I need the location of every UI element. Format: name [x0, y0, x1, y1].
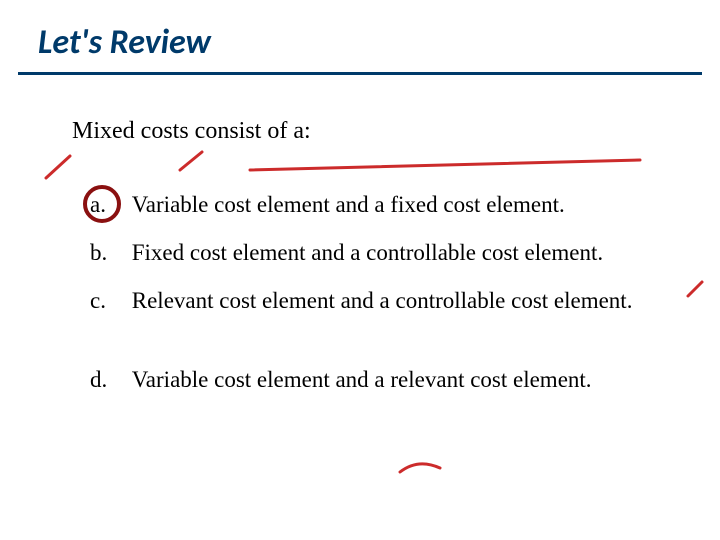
option-c-text: Relevant cost element and a controllable… [132, 286, 672, 316]
slide: Let's Review Mixed costs consist of a: a… [0, 0, 720, 540]
question-text: Mixed costs consist of a: [72, 118, 311, 145]
option-a-text: Variable cost element and a fixed cost e… [132, 190, 672, 220]
slide-title: Let's Review [38, 22, 211, 63]
pen-marks-icon [0, 0, 720, 540]
option-d-letter: d. [90, 365, 126, 395]
option-d: d. Variable cost element and a relevant … [90, 365, 672, 395]
option-c: c. Relevant cost element and a controlla… [90, 286, 672, 316]
title-underline [18, 72, 702, 75]
option-c-letter: c. [90, 286, 126, 316]
answer-circle-icon [83, 185, 121, 223]
option-b-letter: b. [90, 238, 126, 268]
option-b-text: Fixed cost element and a controllable co… [132, 238, 672, 268]
option-a: a. Variable cost element and a fixed cos… [90, 190, 672, 220]
option-d-text: Variable cost element and a relevant cos… [132, 365, 672, 395]
option-b: b. Fixed cost element and a controllable… [90, 238, 672, 268]
